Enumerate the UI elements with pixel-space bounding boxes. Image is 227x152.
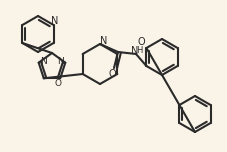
Text: N: N xyxy=(51,16,58,26)
Text: O: O xyxy=(108,69,115,79)
Text: N: N xyxy=(131,46,138,56)
Text: N: N xyxy=(40,57,47,66)
Text: N: N xyxy=(57,57,63,66)
Text: O: O xyxy=(54,79,62,88)
Text: O: O xyxy=(137,37,145,47)
Text: N: N xyxy=(100,36,107,46)
Text: H: H xyxy=(135,47,142,55)
